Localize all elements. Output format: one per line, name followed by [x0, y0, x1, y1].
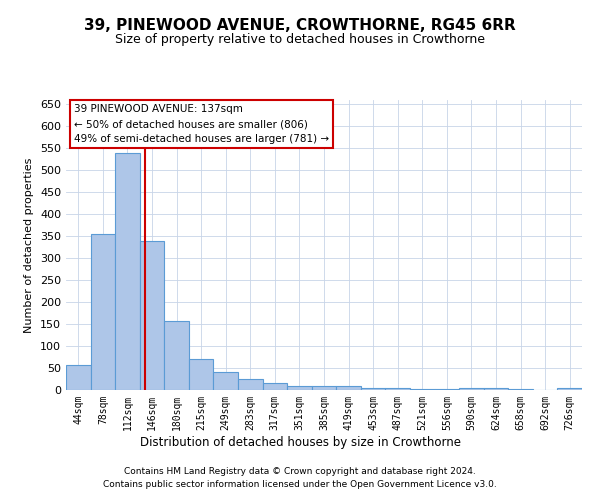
Text: 39, PINEWOOD AVENUE, CROWTHORNE, RG45 6RR: 39, PINEWOOD AVENUE, CROWTHORNE, RG45 6R… — [84, 18, 516, 32]
Bar — [140, 242, 164, 390]
Bar — [164, 321, 189, 390]
Bar — [238, 379, 263, 390]
Bar — [91, 234, 115, 390]
Text: 39 PINEWOOD AVENUE: 137sqm
← 50% of detached houses are smaller (806)
49% of sem: 39 PINEWOOD AVENUE: 137sqm ← 50% of deta… — [74, 104, 329, 144]
Bar — [214, 372, 238, 390]
Bar — [385, 388, 410, 390]
Bar — [434, 389, 459, 390]
Bar — [557, 388, 582, 390]
Bar — [336, 386, 361, 390]
Bar — [189, 359, 214, 390]
Bar — [263, 382, 287, 390]
Text: Size of property relative to detached houses in Crowthorne: Size of property relative to detached ho… — [115, 32, 485, 46]
Text: Contains public sector information licensed under the Open Government Licence v3: Contains public sector information licen… — [103, 480, 497, 489]
Bar — [312, 386, 336, 390]
Y-axis label: Number of detached properties: Number of detached properties — [25, 158, 34, 332]
Bar — [361, 388, 385, 390]
Bar — [410, 388, 434, 390]
Bar — [287, 386, 312, 390]
Bar — [115, 152, 140, 390]
Bar — [459, 388, 484, 390]
Bar — [508, 389, 533, 390]
Text: Contains HM Land Registry data © Crown copyright and database right 2024.: Contains HM Land Registry data © Crown c… — [124, 467, 476, 476]
Bar — [484, 388, 508, 390]
Text: Distribution of detached houses by size in Crowthorne: Distribution of detached houses by size … — [139, 436, 461, 449]
Bar — [66, 364, 91, 390]
